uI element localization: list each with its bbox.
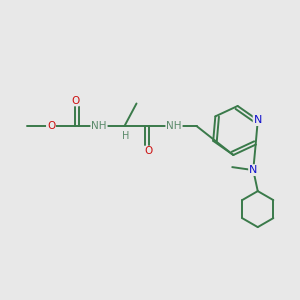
Text: NH: NH — [166, 121, 182, 131]
Text: NH: NH — [91, 121, 107, 131]
Text: O: O — [144, 146, 153, 157]
Text: H: H — [122, 130, 130, 141]
Text: O: O — [71, 95, 79, 106]
Text: N: N — [254, 115, 262, 125]
Text: O: O — [47, 121, 55, 131]
Text: N: N — [249, 165, 257, 175]
